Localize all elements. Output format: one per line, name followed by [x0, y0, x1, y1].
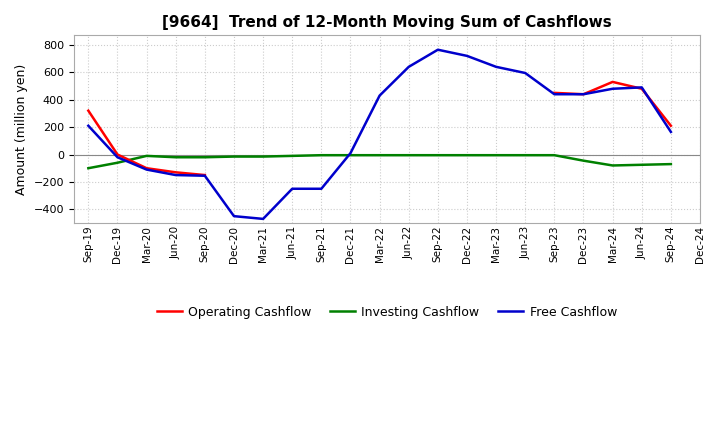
- Investing Cashflow: [550, 153, 559, 158]
- Investing Cashflow: [637, 162, 646, 168]
- Operating Cashflow: [171, 170, 180, 175]
- Free Cashflow: [375, 93, 384, 98]
- Free Cashflow: [405, 64, 413, 70]
- Operating Cashflow: [201, 172, 210, 178]
- Investing Cashflow: [113, 160, 122, 165]
- Investing Cashflow: [317, 153, 325, 158]
- Investing Cashflow: [84, 165, 93, 171]
- Free Cashflow: [667, 129, 675, 135]
- Free Cashflow: [579, 92, 588, 97]
- Free Cashflow: [608, 86, 617, 92]
- Free Cashflow: [230, 213, 238, 219]
- Operating Cashflow: [113, 152, 122, 157]
- Investing Cashflow: [171, 154, 180, 160]
- Y-axis label: Amount (million yen): Amount (million yen): [15, 63, 28, 195]
- Investing Cashflow: [463, 153, 472, 158]
- Free Cashflow: [521, 70, 530, 76]
- Legend: Operating Cashflow, Investing Cashflow, Free Cashflow: Operating Cashflow, Investing Cashflow, …: [152, 301, 622, 323]
- Line: Operating Cashflow: Operating Cashflow: [89, 111, 205, 175]
- Free Cashflow: [433, 47, 442, 52]
- Free Cashflow: [143, 167, 151, 172]
- Investing Cashflow: [608, 163, 617, 168]
- Investing Cashflow: [288, 153, 297, 158]
- Investing Cashflow: [258, 154, 267, 159]
- Investing Cashflow: [375, 153, 384, 158]
- Free Cashflow: [346, 150, 355, 156]
- Operating Cashflow: [143, 165, 151, 171]
- Investing Cashflow: [143, 153, 151, 158]
- Free Cashflow: [171, 172, 180, 178]
- Investing Cashflow: [492, 153, 500, 158]
- Investing Cashflow: [405, 153, 413, 158]
- Investing Cashflow: [346, 153, 355, 158]
- Free Cashflow: [492, 64, 500, 70]
- Free Cashflow: [258, 216, 267, 221]
- Free Cashflow: [201, 173, 210, 178]
- Investing Cashflow: [667, 161, 675, 167]
- Free Cashflow: [288, 186, 297, 191]
- Free Cashflow: [463, 53, 472, 59]
- Free Cashflow: [84, 123, 93, 128]
- Free Cashflow: [550, 92, 559, 97]
- Line: Free Cashflow: Free Cashflow: [89, 50, 671, 219]
- Free Cashflow: [317, 186, 325, 191]
- Investing Cashflow: [433, 153, 442, 158]
- Investing Cashflow: [230, 154, 238, 159]
- Operating Cashflow: [84, 108, 93, 114]
- Free Cashflow: [113, 154, 122, 160]
- Investing Cashflow: [201, 154, 210, 160]
- Line: Investing Cashflow: Investing Cashflow: [89, 155, 671, 168]
- Title: [9664]  Trend of 12-Month Moving Sum of Cashflows: [9664] Trend of 12-Month Moving Sum of C…: [162, 15, 612, 30]
- Investing Cashflow: [521, 153, 530, 158]
- Free Cashflow: [637, 85, 646, 90]
- Investing Cashflow: [579, 158, 588, 163]
